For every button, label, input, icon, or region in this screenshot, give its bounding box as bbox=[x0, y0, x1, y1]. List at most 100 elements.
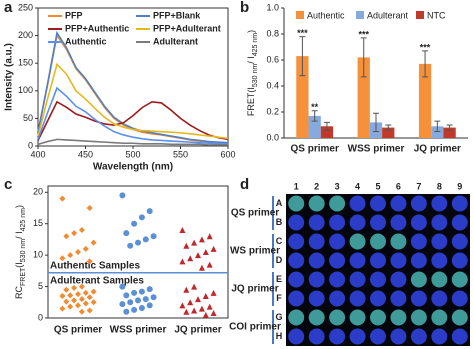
well bbox=[410, 252, 427, 269]
well bbox=[370, 252, 386, 269]
line-series bbox=[37, 33, 229, 145]
well bbox=[288, 233, 305, 250]
y-tick-label: 100 bbox=[18, 85, 33, 95]
point bbox=[210, 289, 217, 296]
point bbox=[127, 299, 134, 306]
point bbox=[71, 230, 78, 237]
point bbox=[119, 283, 126, 290]
well bbox=[370, 233, 386, 250]
well bbox=[329, 290, 346, 307]
point bbox=[179, 258, 186, 265]
well bbox=[349, 214, 366, 231]
point bbox=[67, 252, 74, 259]
row-label: H bbox=[276, 331, 283, 341]
well bbox=[410, 195, 427, 212]
column-label: 6 bbox=[396, 181, 401, 191]
bar bbox=[382, 127, 395, 138]
point bbox=[59, 305, 66, 312]
y-tick-label: 0.8 bbox=[266, 28, 279, 38]
point bbox=[131, 306, 138, 313]
y-tick-label: 0.6 bbox=[266, 54, 279, 64]
well bbox=[410, 290, 427, 307]
well bbox=[308, 252, 325, 269]
significance: ** bbox=[311, 102, 319, 112]
bar bbox=[418, 63, 432, 138]
point bbox=[179, 227, 186, 233]
well bbox=[370, 271, 386, 288]
point bbox=[206, 233, 213, 240]
y-tick-label: 0.2 bbox=[266, 106, 279, 116]
error-bar bbox=[385, 124, 392, 131]
error-bar bbox=[360, 37, 367, 78]
x-axis-label: Wavelength (nm) bbox=[93, 162, 173, 173]
well bbox=[451, 233, 468, 250]
well bbox=[288, 271, 305, 288]
error-bar bbox=[323, 121, 330, 131]
point bbox=[138, 214, 145, 221]
bar bbox=[320, 126, 334, 138]
well bbox=[410, 328, 427, 345]
group-label: COI primer bbox=[229, 322, 281, 333]
row-label: G bbox=[275, 312, 282, 322]
significance: *** bbox=[420, 42, 431, 52]
well bbox=[390, 328, 407, 345]
error-bar bbox=[373, 112, 379, 132]
bar bbox=[308, 115, 321, 138]
point bbox=[123, 292, 130, 299]
point bbox=[78, 283, 85, 290]
point bbox=[59, 293, 66, 299]
point bbox=[187, 299, 194, 306]
x-tick-label: 400 bbox=[30, 149, 45, 159]
point bbox=[67, 303, 74, 310]
point bbox=[63, 298, 70, 305]
y-tick-label: 20 bbox=[33, 187, 43, 197]
well bbox=[329, 214, 346, 231]
point bbox=[183, 286, 190, 293]
well bbox=[451, 309, 468, 326]
well bbox=[308, 195, 325, 212]
row-label: B bbox=[276, 217, 283, 227]
x-tick-label: WSS primer bbox=[348, 144, 405, 155]
well bbox=[390, 271, 407, 288]
y-tick-label: 200 bbox=[18, 30, 33, 40]
point bbox=[135, 239, 141, 246]
point bbox=[71, 284, 78, 291]
well bbox=[349, 233, 366, 250]
point bbox=[78, 308, 85, 315]
column-label: 2 bbox=[314, 181, 319, 191]
point bbox=[78, 296, 85, 303]
well bbox=[329, 309, 346, 326]
well bbox=[410, 233, 427, 250]
group-label: JQ primer bbox=[231, 284, 278, 295]
panel-label: a bbox=[4, 0, 13, 16]
legend-label: Authentic bbox=[65, 36, 107, 46]
well bbox=[329, 195, 346, 212]
point bbox=[191, 307, 198, 314]
well bbox=[451, 271, 468, 288]
column-label: 7 bbox=[416, 181, 421, 191]
error-bar bbox=[446, 124, 453, 131]
line-series bbox=[37, 138, 228, 146]
label-part: RC bbox=[14, 286, 24, 299]
label-part: FRET bbox=[20, 267, 27, 286]
bar bbox=[431, 126, 444, 138]
point bbox=[146, 208, 153, 215]
point bbox=[131, 289, 138, 296]
point bbox=[59, 255, 66, 262]
legend-label: NTC bbox=[427, 10, 446, 20]
point bbox=[123, 230, 130, 237]
point bbox=[210, 245, 217, 252]
point bbox=[75, 291, 81, 298]
legend-label: Authentic bbox=[307, 10, 345, 20]
y-tick-label: 1.0 bbox=[266, 2, 279, 12]
x-tick-label: 500 bbox=[125, 149, 140, 159]
well bbox=[390, 290, 407, 307]
well bbox=[349, 290, 366, 307]
point bbox=[135, 297, 141, 304]
point bbox=[198, 236, 205, 243]
well bbox=[431, 252, 448, 269]
legend-label: Adulterant bbox=[153, 36, 198, 46]
point bbox=[142, 236, 149, 243]
label-part: 425 nm bbox=[252, 33, 259, 57]
point bbox=[150, 233, 157, 240]
